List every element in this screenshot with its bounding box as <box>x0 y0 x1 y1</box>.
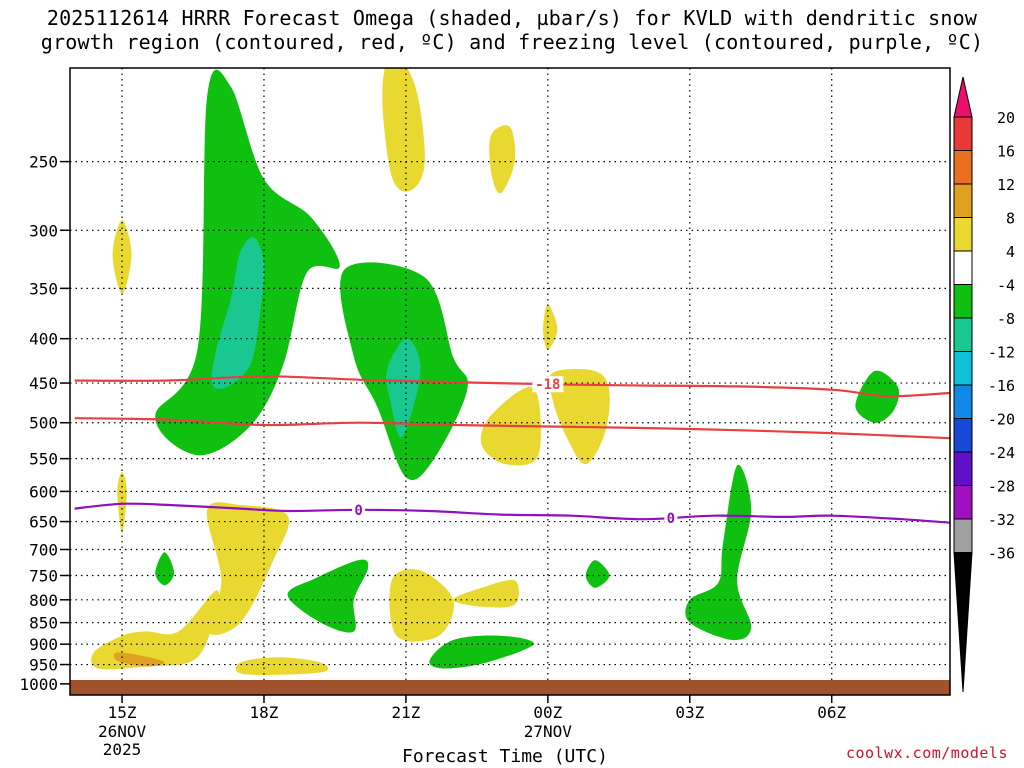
omega-region-6 <box>543 304 558 350</box>
colorbar-label-7: -12 <box>988 344 1015 362</box>
contour-layer: -18 0 0 <box>74 375 950 527</box>
omega-region-4 <box>382 68 425 192</box>
x-tick-label-00Z: 00Z <box>533 703 562 722</box>
omega-region-13 <box>91 590 219 670</box>
colorbar-box-6 <box>953 317 973 352</box>
ground-bar <box>70 680 950 695</box>
y-tick-label-650: 650 <box>29 513 58 532</box>
colorbar-box-10 <box>953 451 973 486</box>
y-tick-label-800: 800 <box>29 591 58 610</box>
colorbar-top-arrow <box>953 76 973 118</box>
y-axis: 250 300 350 400 450 500 550 600 650 700 750 800 850 9… <box>19 153 70 694</box>
colorbar-bottom-arrow <box>953 552 973 693</box>
x-tick-label-06Z: 06Z <box>817 703 846 722</box>
omega-region-15 <box>235 657 329 676</box>
omega-region-1 <box>211 237 265 389</box>
contour-label-2: 0 <box>354 503 362 519</box>
contour-line-2 <box>74 502 950 524</box>
contour-line-1 <box>74 417 950 440</box>
y-tick-label-450: 450 <box>29 374 58 393</box>
x-axis-label: Forecast Time (UTC) <box>402 746 608 767</box>
title-line-1: 2025112614 HRRR Forecast Omega (shaded, … <box>46 6 978 30</box>
omega-region-22 <box>685 464 752 641</box>
omega-region-19 <box>453 579 519 608</box>
y-tick-label-1000: 1000 <box>19 675 58 694</box>
colorbar-label-0: 20 <box>997 109 1015 127</box>
y-tick-label-550: 550 <box>29 450 58 469</box>
colorbar-box-12 <box>953 518 973 553</box>
y-tick-label-750: 750 <box>29 566 58 585</box>
omega-region-3 <box>386 338 421 438</box>
y-tick-label-500: 500 <box>29 414 58 433</box>
contour-label-bg-3 <box>664 509 678 526</box>
colorbar: 20 16 12 8 4 -4 -8 -12 -16 -20 -24 -28 -32 -36 <box>953 76 1015 693</box>
colorbar-box-1 <box>953 150 973 185</box>
colorbar-box-7 <box>953 351 973 386</box>
colorbar-label-12: -32 <box>988 511 1015 529</box>
x-tick-label-18Z: 18Z <box>250 703 279 722</box>
colorbar-label-3: 8 <box>1006 210 1015 228</box>
colorbar-box-4 <box>953 250 973 285</box>
omega-shading-layer <box>91 68 900 676</box>
credit-link[interactable]: coolwx.com/models <box>845 744 1008 762</box>
colorbar-box-5 <box>953 284 973 319</box>
contour-label-bg-0 <box>532 376 564 393</box>
colorbar-box-9 <box>953 418 973 453</box>
x-tick-label-15Z: 15Z <box>108 703 137 722</box>
colorbar-label-10: -24 <box>988 444 1015 462</box>
omega-region-14 <box>113 652 165 667</box>
y-tick-label-250: 250 <box>29 153 58 172</box>
y-tick-label-600: 600 <box>29 482 58 501</box>
colorbar-label-11: -28 <box>988 478 1015 496</box>
omega-region-18 <box>389 569 454 642</box>
colorbar-box-8 <box>953 384 973 419</box>
omega-region-9 <box>855 370 900 423</box>
colorbar-box-11 <box>953 485 973 520</box>
chart-title: 2025112614 HRRR Forecast Omega (shaded, … <box>0 6 1024 54</box>
omega-region-10 <box>112 220 132 294</box>
contour-label-3: 0 <box>667 511 675 527</box>
colorbar-label-8: -16 <box>988 377 1015 395</box>
omega-region-17 <box>287 559 369 633</box>
omega-region-12 <box>206 502 290 635</box>
y-tick-label-350: 350 <box>29 279 58 298</box>
colorbar-box-2 <box>953 183 973 218</box>
y-tick-label-950: 950 <box>29 656 58 675</box>
y-tick-label-850: 850 <box>29 614 58 633</box>
y-tick-label-900: 900 <box>29 635 58 654</box>
contour-label-bg-2 <box>352 501 366 518</box>
x-tick-label-03Z: 03Z <box>675 703 704 722</box>
contour-label-0: -18 <box>535 377 560 393</box>
colorbar-label-9: -20 <box>988 411 1015 429</box>
x-tick-year-15Z: 2025 <box>103 740 142 759</box>
y-tick-label-400: 400 <box>29 330 58 349</box>
colorbar-box-3 <box>953 217 973 252</box>
x-tick-date-15Z: 26NOV <box>98 722 147 741</box>
colorbar-label-4: 4 <box>1006 243 1015 261</box>
y-tick-label-700: 700 <box>29 540 58 559</box>
plot-frame <box>69 67 951 696</box>
x-tick-date-00Z: 27NOV <box>524 722 573 741</box>
colorbar-label-1: 16 <box>997 143 1015 161</box>
colorbar-label-5: -4 <box>997 277 1015 295</box>
colorbar-box-0 <box>953 116 973 151</box>
omega-region-5 <box>489 125 516 194</box>
colorbar-label-13: -36 <box>988 545 1015 563</box>
omega-region-21 <box>585 560 610 588</box>
omega-region-16 <box>155 552 175 586</box>
y-tick-label-300: 300 <box>29 221 58 240</box>
title-line-2: growth region (contoured, red, ºC) and f… <box>40 30 984 54</box>
x-tick-label-21Z: 21Z <box>391 703 420 722</box>
colorbar-label-6: -8 <box>997 310 1015 328</box>
omega-region-8 <box>548 369 610 465</box>
colorbar-label-2: 12 <box>997 176 1015 194</box>
